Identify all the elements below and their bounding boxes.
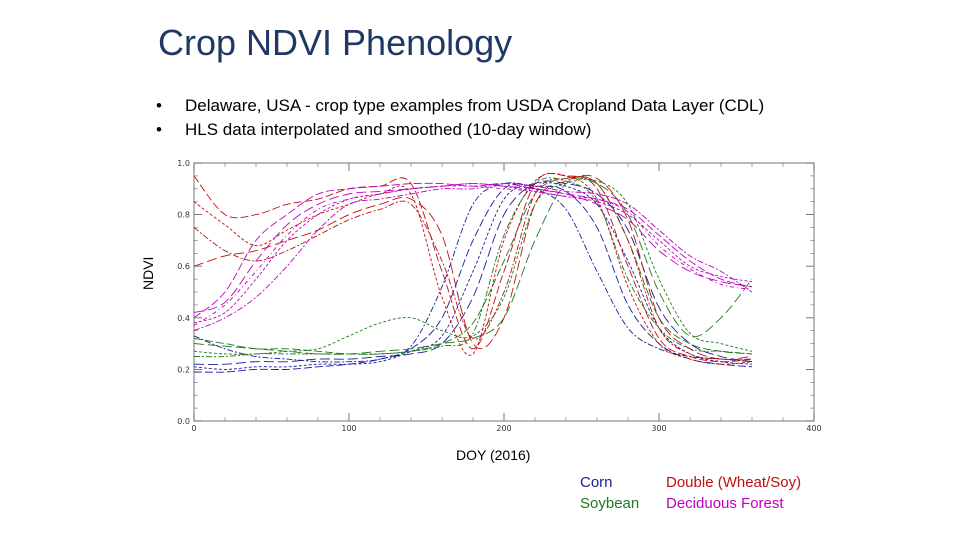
series-line-double xyxy=(193,172,753,365)
y-axis-label: NDVI xyxy=(140,256,156,290)
series-line-corn xyxy=(193,180,753,365)
series-line-soybean xyxy=(193,178,753,355)
series-line-forest xyxy=(193,183,753,324)
series-line-corn xyxy=(193,183,753,373)
series-line-corn xyxy=(193,182,753,363)
bullet-text: HLS data interpolated and smoothed (10-d… xyxy=(185,120,592,139)
bullet-item: • HLS data interpolated and smoothed (10… xyxy=(156,120,764,144)
y-tick-label: 0.6 xyxy=(177,262,190,271)
legend-corn: Corn xyxy=(580,474,613,491)
bullet-item: • Delaware, USA - crop type examples fro… xyxy=(156,96,764,120)
chart-series xyxy=(193,172,753,373)
y-tick-label: 0.8 xyxy=(177,211,190,220)
y-tick-label: 1.0 xyxy=(177,159,190,168)
x-tick-label: 400 xyxy=(806,424,821,433)
series-line-soybean xyxy=(193,176,753,355)
x-tick-label: 200 xyxy=(496,424,511,433)
legend-double-crop: Double (Wheat/Soy) xyxy=(666,474,802,491)
series-line-double xyxy=(193,174,753,360)
series-line-forest xyxy=(193,183,753,332)
series-line-double xyxy=(193,173,753,363)
series-line-soybean xyxy=(193,177,753,358)
page-title: Crop NDVI Phenology xyxy=(158,22,513,63)
legend-deciduous-forest: Deciduous Forest xyxy=(666,495,784,512)
series-line-double xyxy=(193,176,753,360)
x-tick-label: 0 xyxy=(191,424,196,433)
y-tick-label: 0.0 xyxy=(177,417,190,426)
x-tick-label: 100 xyxy=(341,424,356,433)
bullet-text: Delaware, USA - crop type examples from … xyxy=(185,96,765,115)
y-tick-label: 0.4 xyxy=(177,314,190,323)
bullet-list: • Delaware, USA - crop type examples fro… xyxy=(156,96,764,144)
bullet-glyph: • xyxy=(156,120,162,139)
series-line-soybean xyxy=(193,177,753,355)
chart-axes: 0.0 0.2 0.4 0.6 0.8 1.0 0 100 200 300 400 xyxy=(177,159,821,433)
series-line-forest xyxy=(193,183,753,314)
x-axis-label: DOY (2016) xyxy=(456,447,531,463)
x-tick-label: 300 xyxy=(651,424,666,433)
series-line-forest xyxy=(193,185,753,326)
series-line-forest xyxy=(193,182,753,319)
legend-soybean: Soybean xyxy=(580,495,640,512)
y-tick-label: 0.2 xyxy=(177,365,190,374)
bullet-glyph: • xyxy=(156,96,162,115)
